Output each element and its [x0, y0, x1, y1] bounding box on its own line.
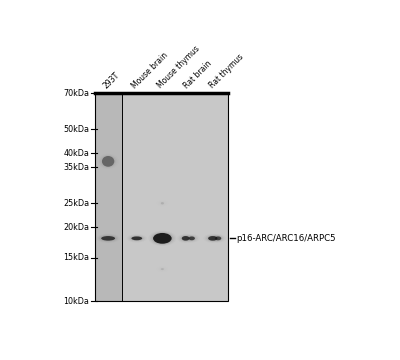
- Ellipse shape: [182, 236, 190, 241]
- Ellipse shape: [208, 236, 218, 241]
- Ellipse shape: [102, 156, 114, 167]
- Text: Rat thymus: Rat thymus: [208, 53, 246, 90]
- Text: Rat brain: Rat brain: [182, 59, 213, 90]
- Ellipse shape: [101, 236, 115, 241]
- Ellipse shape: [130, 236, 144, 241]
- Text: 20kDa: 20kDa: [64, 222, 90, 231]
- Ellipse shape: [206, 235, 219, 242]
- Bar: [95, 93, 122, 301]
- Text: 15kDa: 15kDa: [64, 253, 90, 262]
- Text: 50kDa: 50kDa: [64, 125, 90, 134]
- Text: Mouse brain: Mouse brain: [130, 50, 170, 90]
- Ellipse shape: [187, 236, 196, 241]
- Ellipse shape: [161, 202, 164, 204]
- Ellipse shape: [153, 233, 172, 244]
- Text: 25kDa: 25kDa: [64, 199, 90, 208]
- Bar: [95, 93, 228, 301]
- Ellipse shape: [152, 232, 173, 244]
- Text: 10kDa: 10kDa: [64, 297, 90, 306]
- Ellipse shape: [214, 236, 223, 241]
- Ellipse shape: [100, 235, 117, 242]
- Text: 40kDa: 40kDa: [64, 149, 90, 158]
- Ellipse shape: [131, 237, 142, 240]
- Text: p16-ARC/ARC16/ARPC5: p16-ARC/ARC16/ARPC5: [236, 234, 336, 243]
- Text: 35kDa: 35kDa: [64, 163, 90, 172]
- Ellipse shape: [189, 237, 195, 240]
- Ellipse shape: [215, 237, 221, 240]
- Bar: [122, 93, 228, 301]
- Text: 293T: 293T: [102, 70, 122, 90]
- Ellipse shape: [180, 235, 191, 242]
- Text: Mouse thymus: Mouse thymus: [156, 44, 202, 90]
- Text: 70kDa: 70kDa: [64, 89, 90, 98]
- Ellipse shape: [161, 268, 164, 270]
